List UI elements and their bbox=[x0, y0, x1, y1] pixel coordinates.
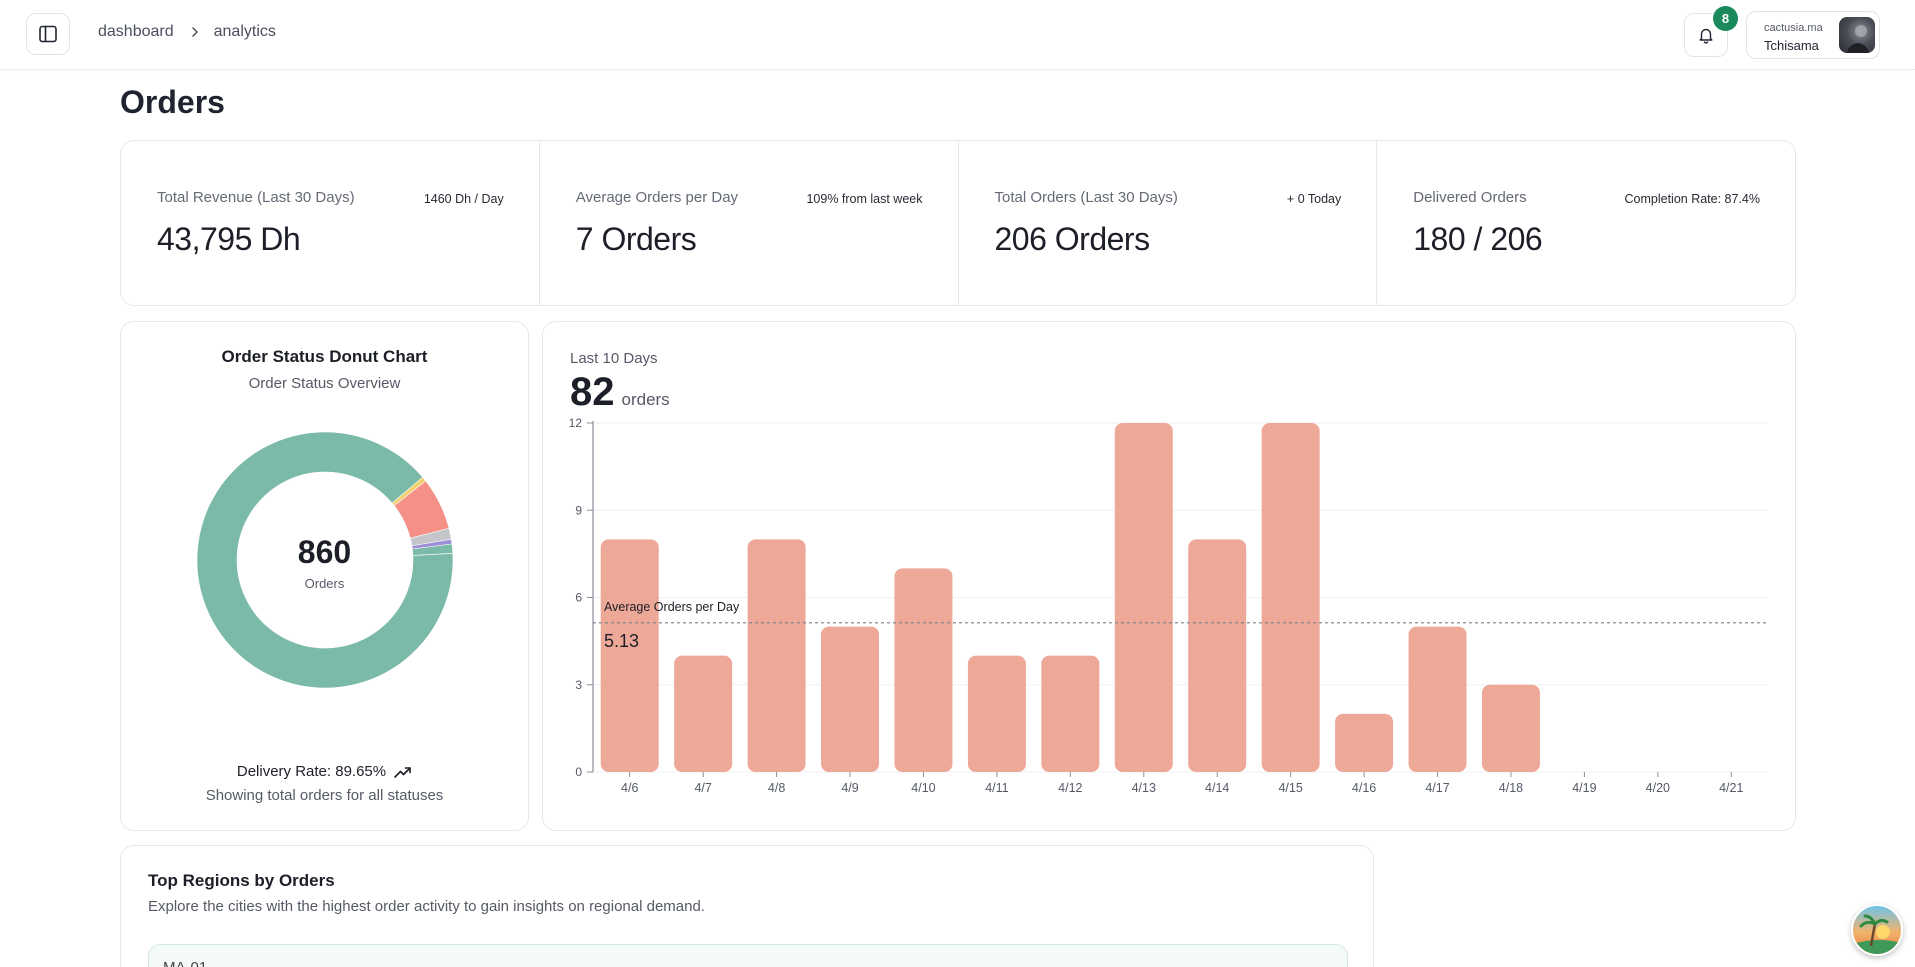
average-line-label: Average Orders per Day bbox=[604, 600, 740, 614]
floating-assistant-button[interactable] bbox=[1851, 904, 1903, 956]
chart-total-value: 82 bbox=[570, 370, 615, 414]
palm-tree-icon bbox=[1853, 914, 1901, 954]
y-tick-label: 6 bbox=[575, 591, 582, 605]
regions-title: Top Regions by Orders bbox=[148, 871, 335, 890]
y-tick-label: 9 bbox=[575, 503, 582, 517]
stat-label: Delivered Orders bbox=[1413, 189, 1527, 206]
user-fullname: Tchisama bbox=[1764, 38, 1819, 53]
bar-4-8[interactable] bbox=[747, 539, 806, 772]
sidebar-panel-icon bbox=[39, 25, 57, 43]
stat-label: Average Orders per Day bbox=[575, 189, 739, 206]
top-bar: dashboard analytics 8 cactusia.ma Tchisa… bbox=[0, 0, 1915, 70]
donut-chart bbox=[196, 431, 454, 689]
chart-period-label: Last 10 Days bbox=[570, 350, 658, 367]
regions-description: Explore the cities with the highest orde… bbox=[148, 898, 705, 915]
stat-label: Total Revenue (Last 30 Days) bbox=[157, 189, 355, 206]
user-menu-button[interactable]: cactusia.ma Tchisama bbox=[1746, 11, 1880, 59]
bar-4-9[interactable] bbox=[821, 626, 880, 772]
x-tick-label: 4/14 bbox=[1205, 781, 1229, 795]
stats-card: Total Revenue (Last 30 Days) 1460 Dh / D… bbox=[120, 140, 1796, 306]
x-tick-label: 4/17 bbox=[1425, 781, 1449, 795]
avatar bbox=[1839, 17, 1875, 53]
breadcrumb-dashboard-link[interactable]: dashboard bbox=[98, 23, 174, 40]
bar-4-6[interactable] bbox=[600, 539, 659, 772]
trending-up-icon bbox=[394, 766, 411, 778]
stat-side-note: Completion Rate: 87.4% bbox=[1624, 192, 1761, 206]
stat-side-note: + 0 Today bbox=[1286, 192, 1342, 206]
x-tick-label: 4/15 bbox=[1278, 781, 1302, 795]
chevron-right-icon bbox=[190, 26, 200, 38]
chart-total-unit: orders bbox=[621, 390, 670, 409]
x-tick-label: 4/10 bbox=[911, 781, 935, 795]
stat-value: 43,795 Dh bbox=[157, 221, 301, 257]
orders-bar-chart-card: Last 10 Days 82 orders 0 3 6 9 12 4/6 4/7 4/8 4/… bbox=[542, 321, 1796, 831]
stat-side-note: 1460 Dh / Day bbox=[423, 192, 504, 206]
bar-4-16[interactable] bbox=[1335, 713, 1394, 772]
bar-4-7[interactable] bbox=[674, 655, 733, 772]
stat-total-orders: Total Orders (Last 30 Days) + 0 Today 20… bbox=[959, 141, 1378, 305]
bar-4-15[interactable] bbox=[1261, 423, 1320, 772]
donut-subtitle: Order Status Overview bbox=[248, 375, 401, 392]
donut-center-value: 860 bbox=[297, 534, 352, 570]
stat-value: 180 / 206 bbox=[1413, 221, 1543, 257]
notification-count-badge: 8 bbox=[1713, 6, 1738, 31]
stat-total-revenue: Total Revenue (Last 30 Days) 1460 Dh / D… bbox=[121, 141, 540, 305]
x-tick-label: 4/20 bbox=[1646, 781, 1670, 795]
region-row[interactable]: MA-01 bbox=[148, 944, 1348, 967]
stat-value: 7 Orders bbox=[575, 221, 697, 257]
top-regions-card: Top Regions by Orders Explore the cities… bbox=[120, 845, 1374, 967]
page-title: Orders bbox=[120, 84, 225, 120]
sidebar-toggle-button[interactable] bbox=[26, 13, 70, 55]
chart-total: 82 orders bbox=[570, 370, 670, 415]
x-tick-label: 4/16 bbox=[1352, 781, 1376, 795]
x-tick-label: 4/21 bbox=[1719, 781, 1743, 795]
x-tick-label: 4/11 bbox=[985, 781, 1008, 795]
x-tick-label: 4/9 bbox=[841, 781, 858, 795]
bar-4-12[interactable] bbox=[1041, 655, 1100, 772]
x-tick-label: 4/6 bbox=[621, 781, 638, 795]
stat-delivered-orders: Delivered Orders Completion Rate: 87.4% … bbox=[1377, 141, 1795, 305]
user-username: cactusia.ma bbox=[1764, 22, 1823, 34]
y-tick-label: 12 bbox=[569, 416, 583, 430]
region-code: MA-01 bbox=[163, 959, 207, 967]
stat-label: Total Orders (Last 30 Days) bbox=[994, 189, 1178, 206]
y-tick-label: 0 bbox=[575, 765, 582, 779]
x-tick-label: 4/12 bbox=[1058, 781, 1082, 795]
x-tick-label: 4/8 bbox=[768, 781, 785, 795]
bar-4-13[interactable] bbox=[1114, 423, 1173, 772]
breadcrumb: dashboard analytics bbox=[98, 23, 276, 41]
orders-bar-chart: 0 3 6 9 12 4/6 4/7 4/8 4/9 4/10 4/11 4/12 4/13 4/14 4/… bbox=[569, 416, 1768, 795]
x-tick-label: 4/18 bbox=[1499, 781, 1523, 795]
stat-value: 206 Orders bbox=[994, 221, 1151, 257]
order-status-donut-card: Order Status Donut Chart Order Status Ov… bbox=[120, 321, 529, 831]
x-tick-label: 4/7 bbox=[694, 781, 711, 795]
donut-footer: Showing total orders for all statuses bbox=[205, 787, 444, 804]
donut-title: Order Status Donut Chart bbox=[221, 347, 428, 366]
y-tick-label: 3 bbox=[575, 678, 582, 692]
donut-segment-status-f[interactable] bbox=[411, 543, 454, 556]
bell-icon bbox=[1699, 28, 1713, 44]
average-line-value: 5.13 bbox=[604, 631, 639, 651]
bar-4-17[interactable] bbox=[1408, 626, 1467, 772]
delivery-rate-text: Delivery Rate: 89.65% bbox=[236, 763, 387, 780]
bar-4-18[interactable] bbox=[1481, 684, 1540, 772]
delivery-rate: Delivery Rate: 89.65% bbox=[121, 763, 528, 780]
bar-4-11[interactable] bbox=[967, 655, 1026, 772]
x-tick-label: 4/19 bbox=[1572, 781, 1596, 795]
donut-segment-delivered[interactable] bbox=[196, 431, 454, 689]
stat-average-orders: Average Orders per Day 109% from last we… bbox=[540, 141, 959, 305]
donut-center-label: Orders bbox=[304, 576, 345, 591]
bar-4-10[interactable] bbox=[894, 568, 953, 772]
stat-side-note: 109% from last week bbox=[806, 192, 923, 206]
breadcrumb-analytics-link[interactable]: analytics bbox=[213, 23, 276, 40]
x-tick-label: 4/13 bbox=[1132, 781, 1156, 795]
bar-4-14[interactable] bbox=[1188, 539, 1247, 772]
